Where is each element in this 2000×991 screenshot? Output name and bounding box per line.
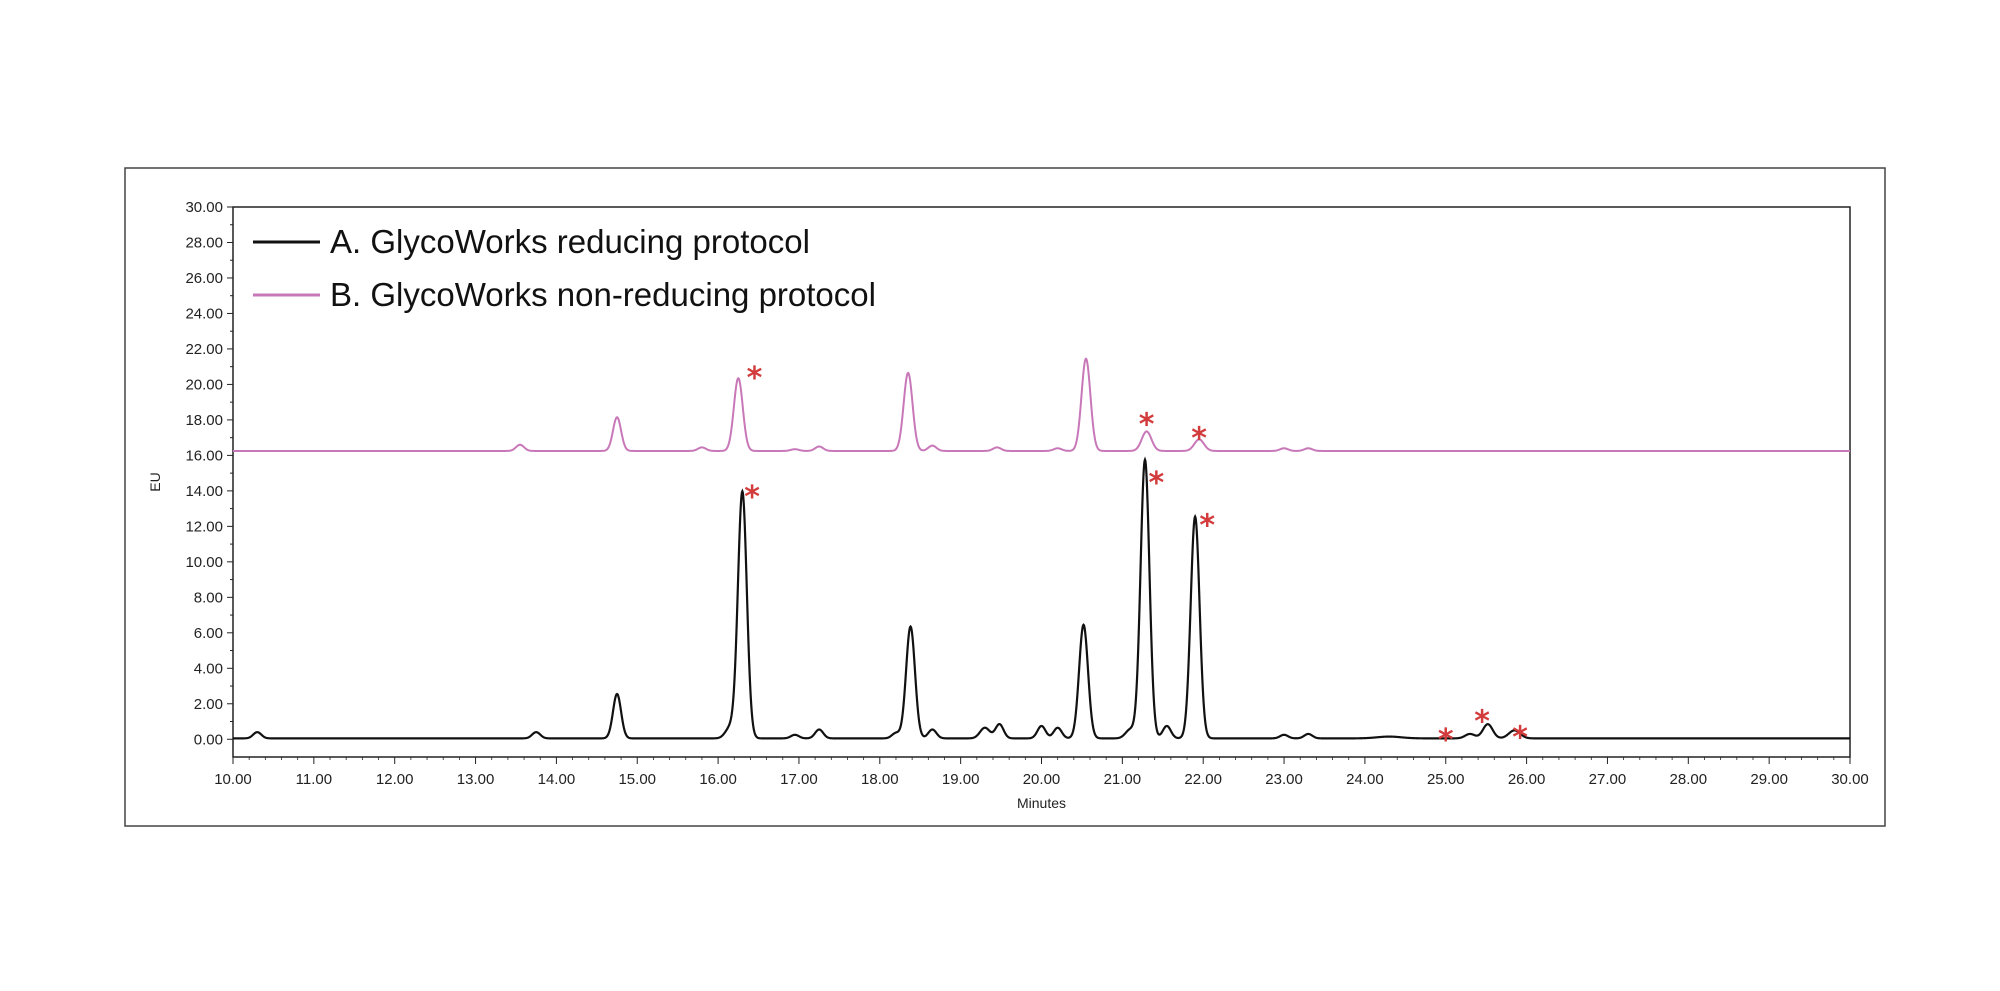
series-line-a — [233, 456, 1850, 740]
legend: A. GlycoWorks reducing protocol B. GlycoW… — [253, 223, 876, 313]
series-layer — [233, 357, 1850, 740]
peak-asterisk: * — [1199, 508, 1215, 543]
y-tick-label: 22.00 — [185, 341, 223, 358]
x-tick-label: 17.00 — [780, 771, 818, 788]
y-tick-label: 0.00 — [194, 731, 223, 748]
legend-label: A. GlycoWorks reducing protocol — [330, 223, 810, 260]
x-tick-label: 26.00 — [1508, 771, 1546, 788]
x-tick-label: 25.00 — [1427, 771, 1465, 788]
y-tick-label: 10.00 — [185, 554, 223, 571]
x-tick-label: 16.00 — [699, 771, 737, 788]
y-tick-label: 16.00 — [185, 447, 223, 464]
y-tick-label: 28.00 — [185, 234, 223, 251]
figure-frame — [124, 167, 1886, 827]
peak-asterisk: * — [1139, 407, 1155, 442]
y-tick-label: 2.00 — [194, 696, 223, 713]
x-axis-label: Minutes — [1017, 795, 1066, 811]
y-axis: 0.00 2.00 4.00 6.00 8.00 10.00 12.00 14.00 16.00… — [185, 199, 233, 748]
peak-asterisk: * — [1512, 721, 1528, 756]
peak-asterisk: * — [1438, 723, 1454, 758]
x-tick-label: 10.00 — [214, 771, 252, 788]
x-tick-label: 23.00 — [1265, 771, 1303, 788]
annotations: * * * * * * * * * — [744, 361, 1528, 758]
y-tick-label: 8.00 — [194, 589, 223, 606]
x-axis: 10.00 11.00 12.00 13.00 14.00 15.00 16.00 17.00… — [214, 757, 1869, 788]
x-tick-label: 14.00 — [538, 771, 576, 788]
x-tick-label: 19.00 — [942, 771, 980, 788]
y-tick-label: 14.00 — [185, 483, 223, 500]
x-tick-label: 22.00 — [1184, 771, 1222, 788]
y-axis-label: EU — [147, 472, 163, 491]
peak-asterisk: * — [1191, 422, 1207, 457]
y-tick-label: 6.00 — [194, 625, 223, 642]
x-tick-label: 15.00 — [618, 771, 656, 788]
peak-asterisk: * — [1148, 466, 1164, 501]
x-tick-label: 13.00 — [457, 771, 495, 788]
y-tick-label: 20.00 — [185, 376, 223, 393]
x-tick-label: 29.00 — [1750, 771, 1788, 788]
series-line-b — [233, 357, 1850, 452]
y-tick-label: 24.00 — [185, 305, 223, 322]
y-tick-label: 4.00 — [194, 660, 223, 677]
y-tick-label: 18.00 — [185, 412, 223, 429]
peak-asterisk: * — [1474, 705, 1490, 740]
x-tick-label: 24.00 — [1346, 771, 1384, 788]
x-tick-label: 21.00 — [1104, 771, 1142, 788]
peak-asterisk: * — [744, 480, 760, 515]
x-tick-label: 20.00 — [1023, 771, 1061, 788]
x-tick-label: 30.00 — [1831, 771, 1869, 788]
x-tick-label: 28.00 — [1670, 771, 1708, 788]
peak-asterisk: * — [747, 361, 763, 396]
x-tick-label: 12.00 — [376, 771, 414, 788]
y-tick-label: 26.00 — [185, 270, 223, 287]
legend-label: B. GlycoWorks non-reducing protocol — [330, 276, 876, 313]
x-tick-label: 18.00 — [861, 771, 899, 788]
y-tick-label: 30.00 — [185, 199, 223, 216]
x-tick-label: 11.00 — [296, 771, 332, 788]
x-tick-label: 27.00 — [1589, 771, 1627, 788]
y-tick-label: 12.00 — [185, 518, 223, 535]
